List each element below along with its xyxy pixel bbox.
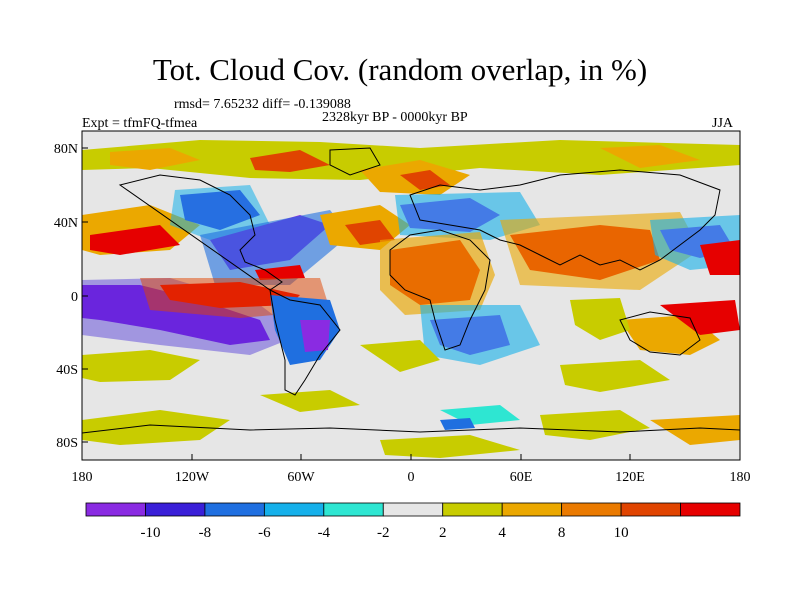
colorbar-swatch: [561, 502, 622, 517]
colorbar-label: 2: [439, 525, 447, 541]
colorbar-swatch: [501, 502, 563, 517]
field-patch: [250, 150, 330, 172]
coastline-north-america: [118, 174, 283, 291]
field-patch: [170, 185, 270, 240]
lon-label-60w: 60W: [287, 470, 315, 485]
lat-label-80n: 80N: [54, 142, 78, 157]
colorbar-label: 10: [614, 525, 629, 541]
lat-label-40s: 40S: [56, 363, 78, 378]
colorbar-swatch: [204, 502, 265, 517]
colorbar-swatch: [323, 502, 384, 517]
field-patch: [82, 285, 270, 345]
field-patch: [400, 170, 450, 190]
field-patch: [110, 148, 200, 170]
colorbar-swatch: [382, 502, 444, 517]
lon-label-0: 0: [408, 470, 415, 485]
field-patch: [82, 140, 740, 180]
colorbar-swatch: [85, 502, 146, 517]
lon-label-120e: 120E: [615, 470, 645, 485]
field-patch: [570, 298, 630, 340]
lat-axis: 80N 40N 0 40S 80S: [54, 142, 88, 451]
field-patch: [600, 145, 700, 168]
coastline-australia: [619, 311, 701, 356]
colorbar-swatch: [620, 502, 681, 517]
colorbar-label: -4: [318, 525, 331, 541]
lon-label-180e: 180: [730, 470, 751, 485]
field-patch: [260, 390, 360, 412]
field-patch: [255, 265, 305, 280]
colorbar: -10 -8 -6 -4 -2 2 4 8 10: [85, 502, 741, 541]
colorbar-label: -10: [140, 525, 160, 541]
lon-axis: 180 120W 60W 0 60E 120E 180: [72, 454, 751, 485]
field-patch: [500, 212, 700, 290]
colorbar-swatch: [263, 502, 325, 517]
field-patch: [360, 340, 440, 372]
experiment-label: Expt = tfmFQ-tfmea: [82, 116, 198, 131]
field-patch: [82, 350, 200, 382]
coastline-africa: [389, 229, 491, 351]
colorbar-label: -6: [258, 525, 271, 541]
coastline-greenland: [329, 147, 381, 176]
field-patch: [200, 210, 350, 285]
field-patch: [540, 410, 650, 440]
colorbar-label: -8: [199, 525, 212, 541]
field-patch: [90, 225, 180, 255]
field-patch: [380, 232, 495, 315]
field-patch: [380, 435, 520, 458]
field-patch: [650, 415, 740, 445]
map-title: Tot. Cloud Cov. (random overlap, in %): [152, 52, 648, 87]
period-label: 2328kyr BP - 0000kyr BP: [322, 110, 468, 125]
lat-label-40n: 40N: [54, 216, 78, 231]
colorbar-swatch: [442, 502, 503, 517]
lat-label-0: 0: [71, 290, 78, 305]
lon-label-60e: 60E: [510, 470, 533, 485]
coastline-antarctica: [82, 424, 740, 434]
field-patch: [82, 410, 230, 445]
lon-label-180w: 180: [72, 470, 93, 485]
field-patch: [660, 300, 740, 335]
field-patch: [420, 305, 540, 365]
stats-line: rmsd= 7.65232 diff= -0.139088: [174, 97, 351, 112]
field-patch: [82, 278, 300, 355]
field-patch: [560, 360, 670, 392]
colorbar-swatch: [680, 502, 741, 517]
season-label: JJA: [712, 116, 734, 131]
colorbar-label: 4: [498, 525, 506, 541]
lon-label-120w: 120W: [175, 470, 210, 485]
colorbar-label: 8: [558, 525, 566, 541]
field-layer: [82, 131, 740, 460]
coastline-south-america: [269, 289, 341, 396]
colorbar-swatch: [145, 502, 206, 517]
colorbar-label: -2: [377, 525, 390, 541]
field-patch: [300, 320, 330, 352]
field-patch: [700, 240, 740, 275]
field-patch: [345, 220, 395, 245]
coastline-eurasia: [409, 169, 721, 271]
field-patch: [440, 418, 475, 430]
coastlines: [82, 147, 740, 434]
lat-label-80s: 80S: [56, 436, 78, 451]
